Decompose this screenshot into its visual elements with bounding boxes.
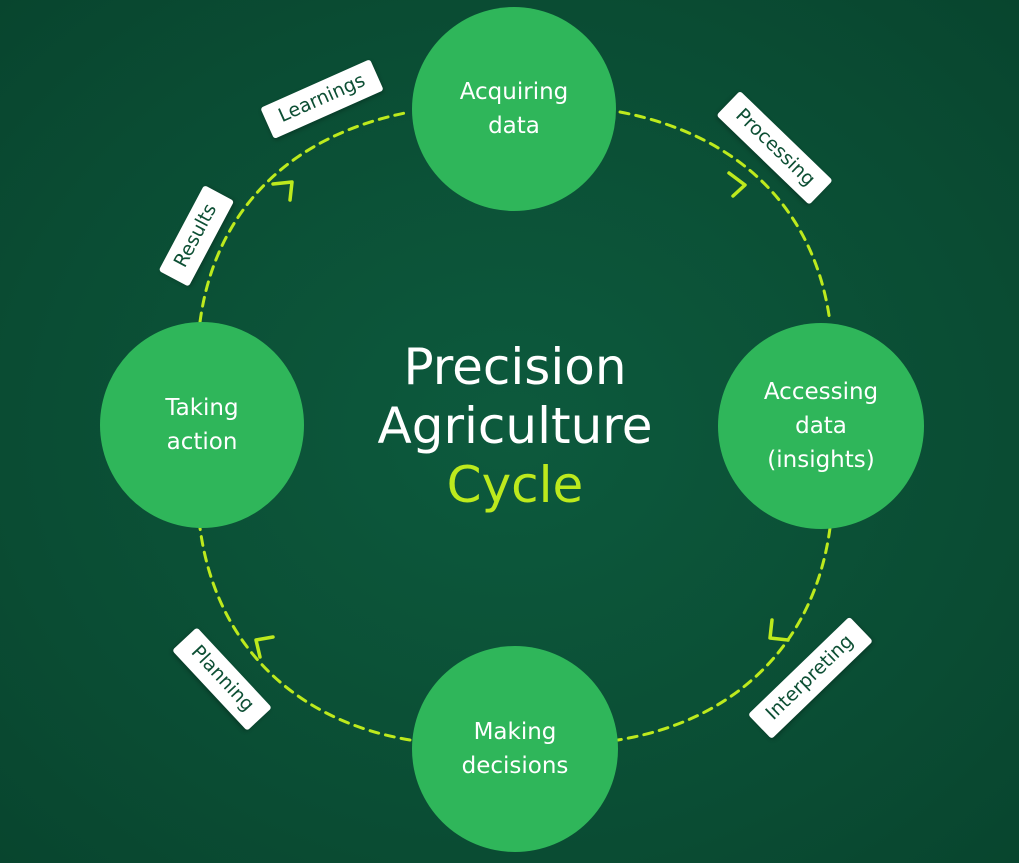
node-making-decisions: Making decisions	[412, 646, 618, 852]
arrowhead-planning	[254, 635, 275, 659]
node-taking-action: Taking action	[100, 322, 304, 528]
title-line: Agriculture	[377, 397, 653, 455]
arrowhead-interpreting	[768, 618, 790, 642]
node-label: Making	[473, 719, 557, 745]
connector-action-to-acquiring	[198, 110, 412, 324]
node-label: Accessing	[763, 379, 879, 405]
node-label: (insights)	[767, 447, 875, 473]
title-accent-line: Cycle	[446, 456, 584, 514]
diagram-title: Precision Agriculture Cycle	[300, 338, 730, 515]
node-label: Taking	[165, 395, 239, 421]
node-label: data	[795, 413, 847, 439]
connector-acquiring-to-accessing	[618, 110, 832, 324]
node-acquiring-data: Acquiring data	[412, 7, 616, 211]
node-label: Acquiring	[459, 79, 569, 105]
connector-accessing-to-decisions	[616, 526, 832, 742]
arrowhead-results	[271, 180, 294, 202]
node-label: data	[488, 113, 540, 139]
arrowhead-processing	[727, 171, 747, 198]
node-label: decisions	[461, 753, 569, 779]
node-label: action	[166, 429, 238, 455]
node-accessing-data: Accessing data (insights)	[718, 323, 924, 529]
title-line: Precision	[403, 338, 627, 396]
connector-decisions-to-action	[198, 526, 412, 742]
